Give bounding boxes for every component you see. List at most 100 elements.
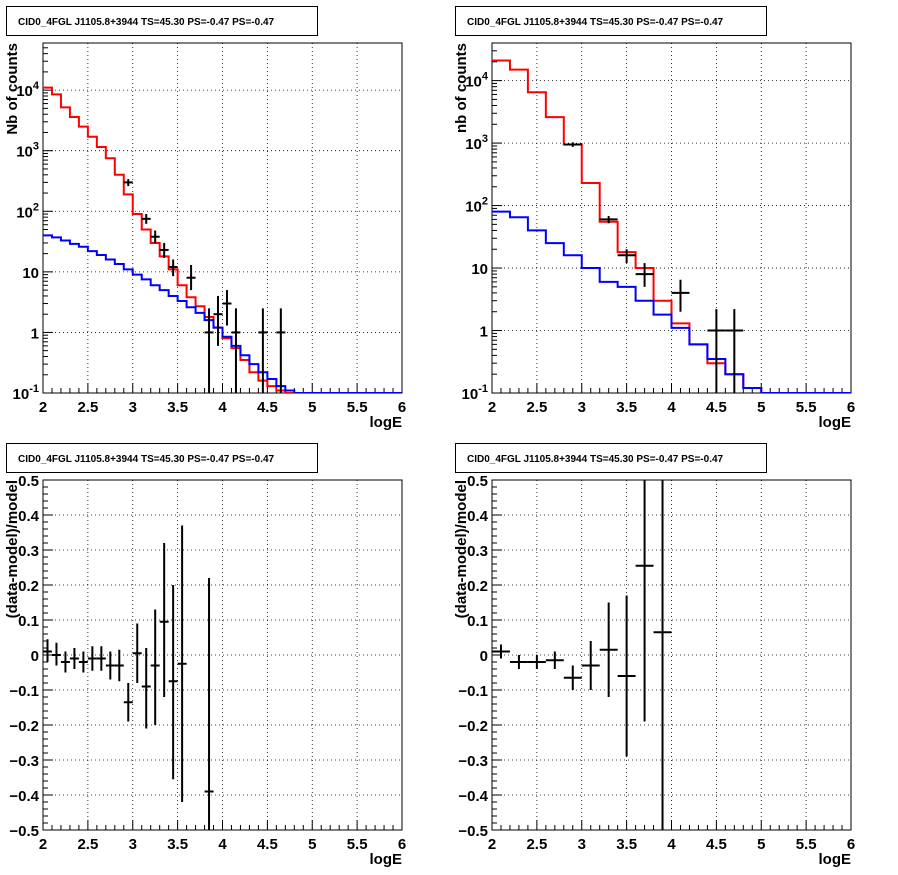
title-frame [455,443,767,473]
x-tick-label: 3 [129,836,137,853]
x-tick-label: 2.5 [77,399,98,416]
data-point [258,308,268,393]
title-frame [6,6,318,36]
x-tick-label: 4.5 [706,399,727,416]
data-point [43,639,52,662]
x-tick-label: 2 [39,836,47,853]
x-tick-label: 3.5 [616,836,637,853]
x-axis-label: logE [370,851,403,868]
y-tick-label: 103 [16,141,39,161]
data-points [43,525,214,830]
data-point [545,651,564,669]
x-tick-label: 4.5 [257,399,278,416]
x-tick-label: 3 [578,399,586,416]
y-tick-label: 0.3 [18,543,39,560]
title-frame [6,443,318,473]
data-point [159,242,169,258]
data-point [69,648,79,669]
x-tick-label: 4.5 [257,836,278,853]
data-point [159,543,169,697]
x-tick-label: 2 [488,836,496,853]
y-tick-label: 0.4 [467,508,489,525]
x-axis-label: logE [370,414,403,431]
y-axis-label: Nb of counts [4,43,21,135]
x-tick-label: 2.5 [77,836,98,853]
data-point [105,651,115,680]
y-tick-label: 10-1 [462,383,488,403]
chart-title-box: CID0_4FGL J1105.8+3944 TS=45.30 PS=-0.47… [6,443,318,473]
y-tick-label: 1 [31,325,39,342]
data-point [222,290,232,326]
x-tick-label: 5.5 [796,836,817,853]
data-point [51,642,61,666]
y-tick-label: 0.1 [467,613,488,630]
x-axis [42,820,403,830]
y-tick-label: 102 [16,201,39,221]
x-tick-label: 4 [218,836,227,853]
y-axis [43,479,53,831]
y-tick-label: 1 [480,324,488,341]
x-tick-label: 6 [847,399,855,416]
y-tick-label: 104 [16,80,40,100]
y-axis [492,42,502,394]
y-tick-label: 0 [480,648,488,665]
data-point [186,264,196,291]
data-point [177,525,187,802]
y-tick-label: −0.5 [9,823,39,840]
y-tick-label: 104 [465,71,489,91]
data-point [599,216,618,224]
y-tick-label: 0.1 [18,613,39,630]
data-point [132,623,142,683]
data-point [599,602,618,697]
x-tick-label: 2 [39,399,47,416]
chart-title-box: CID0_4FGL J1105.8+3944 TS=45.30 PS=-0.47… [6,6,318,36]
x-tick-label: 5 [757,836,765,853]
chart-pad-2: CID0_4FGL J1105.8+3944 TS=45.30 PS=-0.47… [453,6,855,431]
y-tick-label: 10 [22,265,39,282]
series-background-line [492,210,851,393]
x-tick-label: 6 [398,836,406,853]
data-point [563,665,582,690]
data-point [635,263,654,287]
data-point [123,683,133,722]
data-point [96,646,106,671]
chart-title-box: CID0_4FGL J1105.8+3944 TS=45.30 PS=-0.47… [455,443,767,473]
y-tick-label: 10 [471,261,488,278]
data-point [492,644,510,659]
x-tick-label: 2.5 [526,399,547,416]
x-axis-label: logE [819,851,852,868]
chart-pad-3: CID0_4FGL J1105.8+3944 TS=45.30 PS=-0.47… [4,443,406,868]
chart-pad-4: CID0_4FGL J1105.8+3944 TS=45.30 PS=-0.47… [453,443,855,868]
data-point [509,655,528,669]
data-point [213,295,223,346]
data-point [671,279,690,312]
data-points [563,142,744,393]
y-tick-label: 10-1 [13,383,39,403]
chart-title: CID0_4FGL J1105.8+3944 TS=45.30 PS=-0.47… [467,17,724,28]
y-tick-label: −0.4 [458,788,488,805]
y-axis [43,42,53,394]
x-tick-label: 6 [398,399,406,416]
y-tick-label: 0.3 [467,543,488,560]
x-tick-label: 3 [578,836,586,853]
y-axis-label: (data-model)/model [4,480,21,618]
data-point [150,230,160,243]
x-axis-label: logE [819,414,852,431]
y-tick-label: −0.3 [458,753,488,770]
chart-pad-1: CID0_4FGL J1105.8+3944 TS=45.30 PS=-0.47… [4,6,406,431]
y-tick-label: 0.4 [18,508,40,525]
data-point [141,648,151,729]
data-point [168,585,178,780]
x-tick-label: 2 [488,399,496,416]
title-frame [455,6,767,36]
data-point [150,609,160,725]
grid [492,480,851,830]
x-axis [42,383,403,393]
data-point [204,578,214,830]
x-tick-label: 5.5 [796,399,817,416]
y-tick-label: 0.5 [467,473,488,490]
data-point [527,655,546,669]
x-tick-label: 3.5 [616,399,637,416]
data-point [60,651,70,673]
